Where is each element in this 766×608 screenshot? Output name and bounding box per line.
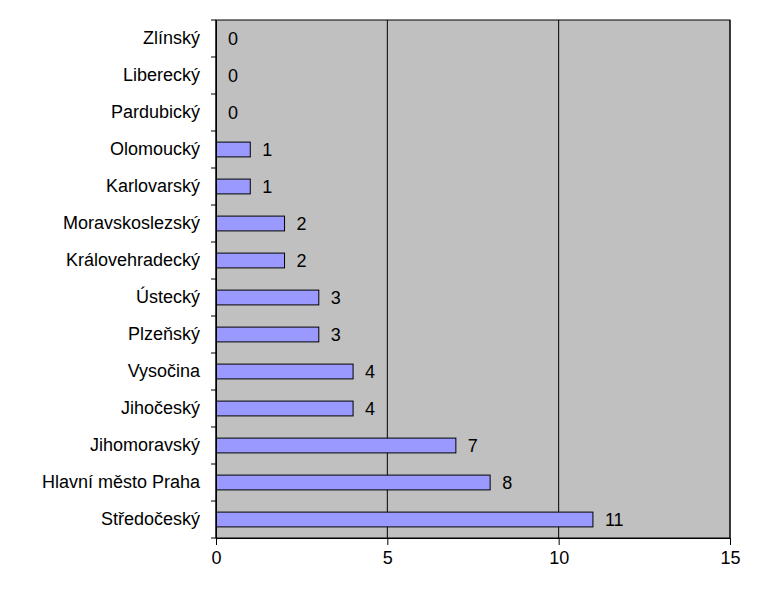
y-tick-label: Plzeňský xyxy=(128,324,200,344)
x-tick-mark xyxy=(216,538,217,545)
y-tick: Hlavní město Praha xyxy=(42,472,216,492)
y-tick-label: Jihočeský xyxy=(121,398,200,418)
bar xyxy=(216,290,319,305)
data-label: 0 xyxy=(228,66,238,86)
x-tick: 0 xyxy=(211,538,221,568)
y-tick: Jihomoravský xyxy=(90,435,216,455)
y-tick: Královehradecký xyxy=(66,250,216,270)
data-label: 0 xyxy=(228,103,238,123)
y-separator xyxy=(211,205,216,206)
y-tick-label: Pardubický xyxy=(111,102,200,122)
data-labels: 000112233447811 xyxy=(228,29,624,530)
plot-background xyxy=(216,20,730,538)
y-tick: Jihočeský xyxy=(121,398,216,418)
bar xyxy=(216,364,353,379)
bar xyxy=(216,142,250,157)
bars xyxy=(216,142,593,527)
y-tick: Zlínský xyxy=(143,28,216,48)
data-label: 1 xyxy=(262,140,272,160)
data-label: 8 xyxy=(502,473,512,493)
y-tick-label: Středočeský xyxy=(101,509,200,529)
bar xyxy=(216,512,593,527)
y-tick-label: Moravskoslezský xyxy=(63,213,200,233)
y-axis-line xyxy=(216,21,217,539)
y-tick: Pardubický xyxy=(111,102,216,122)
y-tick: Plzeňský xyxy=(128,324,216,344)
data-label: 11 xyxy=(605,510,624,530)
x-tick-mark xyxy=(559,538,560,545)
data-label: 7 xyxy=(468,436,478,456)
y-separator xyxy=(211,131,216,132)
grid xyxy=(216,20,730,538)
y-separator xyxy=(211,538,216,539)
y-tick-label: Jihomoravský xyxy=(90,435,200,455)
y-separator xyxy=(211,279,216,280)
y-tick-label: Liberecký xyxy=(123,65,200,85)
y-tick: Ústecký xyxy=(136,286,216,307)
x-axis: 0 5 10 15 xyxy=(211,538,740,568)
y-tick-label: Ústecký xyxy=(136,286,200,307)
y-tick-label: Vysočina xyxy=(128,361,201,381)
data-label: 3 xyxy=(331,325,341,345)
y-separator xyxy=(211,57,216,58)
x-axis-line xyxy=(217,539,731,546)
data-label: 2 xyxy=(297,214,307,234)
y-separators xyxy=(211,20,216,538)
x-tick-label: 15 xyxy=(720,548,740,568)
data-label: 4 xyxy=(365,362,375,382)
x-tick-label: 5 xyxy=(383,548,393,568)
x-tick-label: 0 xyxy=(211,548,221,568)
y-tick-label: Hlavní město Praha xyxy=(42,472,201,492)
x-tick-label: 10 xyxy=(549,548,569,568)
y-separator xyxy=(211,94,216,95)
y-tick: Moravskoslezský xyxy=(63,213,216,233)
y-tick-label: Olomoucký xyxy=(110,139,200,159)
y-separator xyxy=(211,427,216,428)
chart: 000112233447811051015ZlínskýLibereckýPar… xyxy=(0,0,766,608)
y-tick: Olomoucký xyxy=(110,139,216,159)
y-separator xyxy=(211,20,216,21)
y-tick: Vysočina xyxy=(128,361,216,381)
y-tick-label: Královehradecký xyxy=(66,250,200,270)
y-separator xyxy=(211,316,216,317)
y-tick-label: Zlínský xyxy=(143,28,200,48)
grid-line xyxy=(558,20,559,538)
x-tick-mark xyxy=(387,538,388,545)
y-separator xyxy=(211,242,216,243)
x-tick: 10 xyxy=(549,538,569,568)
x-tick: 15 xyxy=(720,538,740,568)
plot-frame xyxy=(216,20,730,538)
data-label: 2 xyxy=(297,251,307,271)
bar xyxy=(216,475,490,490)
plot: 000112233447811051015ZlínskýLibereckýPar… xyxy=(42,20,741,568)
y-axis: Zlínský Liberecký Pardubický Olomoucký Karlo… xyxy=(42,21,217,539)
y-tick: Karlovarský xyxy=(106,176,216,196)
y-tick: Liberecký xyxy=(123,65,216,85)
bar xyxy=(216,401,353,416)
x-tick: 5 xyxy=(383,538,393,568)
bar xyxy=(216,253,285,268)
data-label: 3 xyxy=(331,288,341,308)
bar xyxy=(216,179,250,194)
bar xyxy=(216,327,319,342)
y-separator xyxy=(211,353,216,354)
y-tick-label: Karlovarský xyxy=(106,176,200,196)
y-separator xyxy=(211,464,216,465)
x-tick-mark xyxy=(730,538,731,545)
y-tick: Středočeský xyxy=(101,509,216,529)
data-label: 0 xyxy=(228,29,238,49)
y-separator xyxy=(211,501,216,502)
grid-line xyxy=(387,20,388,538)
y-separator xyxy=(211,390,216,391)
y-separator xyxy=(211,168,216,169)
bar xyxy=(216,438,456,453)
bar xyxy=(216,216,285,231)
data-label: 4 xyxy=(365,399,375,419)
data-label: 1 xyxy=(262,177,272,197)
